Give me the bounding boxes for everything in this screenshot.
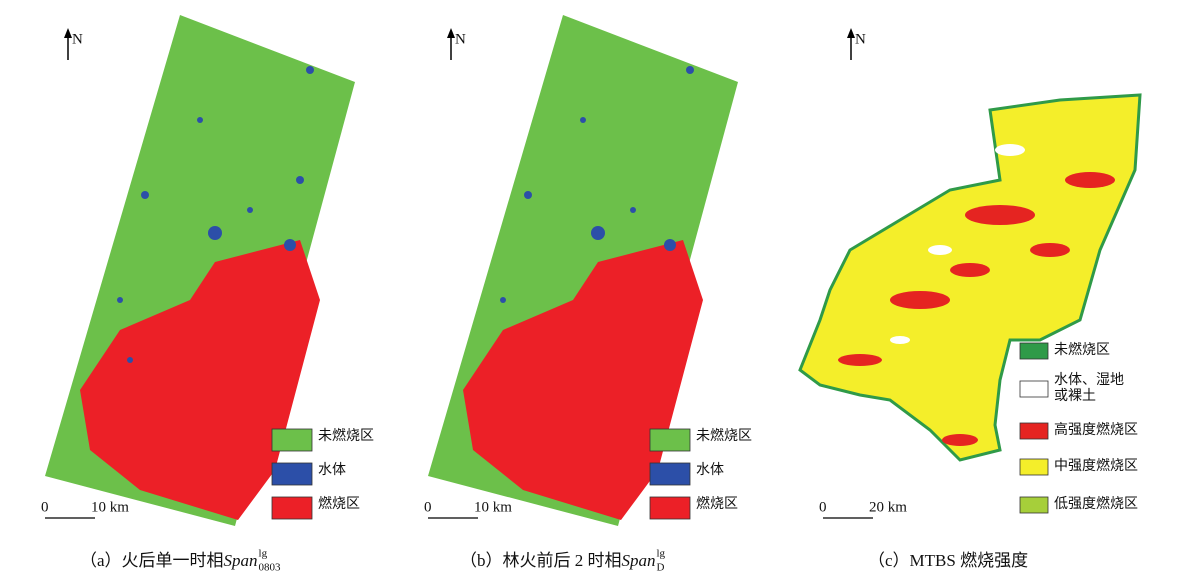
legend-swatch bbox=[271, 428, 313, 452]
legend-swatch bbox=[1019, 422, 1049, 440]
map-c bbox=[798, 93, 1142, 462]
caption: （c）MTBS 燃烧强度 bbox=[868, 551, 1028, 570]
north-label: N bbox=[855, 31, 866, 47]
scale-start: 0 bbox=[819, 499, 827, 515]
caption-sub: 0803 bbox=[259, 562, 282, 574]
north-label: N bbox=[455, 31, 466, 47]
legend-label: 燃烧区 bbox=[318, 495, 360, 512]
caption-sup: lg bbox=[259, 548, 268, 560]
legend-label: 未燃烧区 bbox=[696, 427, 752, 444]
legend-label: 水体、湿地 bbox=[1054, 372, 1124, 388]
legend-label: 水体 bbox=[696, 462, 724, 478]
map-b bbox=[428, 15, 738, 526]
north-arrow-head bbox=[64, 28, 72, 38]
caption-span: Span bbox=[622, 551, 656, 570]
scale-end: 20 km bbox=[869, 499, 907, 515]
caption: （b）林火前后 2 时相 bbox=[460, 551, 622, 570]
map-a bbox=[45, 15, 355, 526]
caption-span: Span bbox=[224, 551, 258, 570]
caption-sub: D bbox=[657, 562, 665, 574]
legend-swatch bbox=[649, 462, 691, 486]
legend-swatch bbox=[649, 496, 691, 520]
legend-label: 燃烧区 bbox=[696, 495, 738, 512]
scale-start: 0 bbox=[41, 499, 49, 515]
legend-swatch bbox=[1019, 458, 1049, 476]
north-arrow-head bbox=[447, 28, 455, 38]
legend-label: 未燃烧区 bbox=[1054, 341, 1110, 358]
legend-swatch bbox=[1019, 380, 1049, 398]
legend-swatch bbox=[271, 462, 313, 486]
legend-label: 水体 bbox=[318, 462, 346, 478]
legend-label: 高强度燃烧区 bbox=[1054, 421, 1138, 438]
legend-swatch bbox=[1019, 496, 1049, 514]
scale-end: 10 km bbox=[474, 499, 512, 515]
caption: （a）火后单一时相 bbox=[80, 551, 224, 570]
legend-swatch bbox=[1019, 342, 1049, 360]
scale-end: 10 km bbox=[91, 499, 129, 515]
legend-label: 低强度燃烧区 bbox=[1054, 495, 1138, 512]
north-label: N bbox=[72, 31, 83, 47]
legend-label: 中强度燃烧区 bbox=[1054, 457, 1138, 474]
caption-sup: lg bbox=[657, 548, 666, 560]
legend-swatch bbox=[271, 496, 313, 520]
legend-swatch bbox=[649, 428, 691, 452]
legend-label: 或裸土 bbox=[1054, 388, 1096, 404]
legend-label: 未燃烧区 bbox=[318, 427, 374, 444]
scale-start: 0 bbox=[424, 499, 432, 515]
north-arrow-head bbox=[847, 28, 855, 38]
